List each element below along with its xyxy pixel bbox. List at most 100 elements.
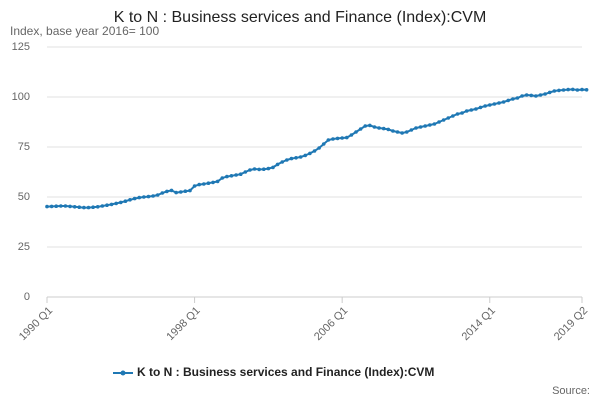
data-point [146,194,151,199]
data-point [460,111,464,115]
data-point [188,188,192,193]
data-point [524,93,529,97]
y-tick-label: 100 [12,91,30,103]
data-point [432,122,437,126]
data-point [354,130,358,134]
data-point [54,204,59,208]
data-point [45,204,49,209]
data-point [317,146,321,150]
data-point [137,195,142,200]
data-point [418,125,423,129]
data-point [174,190,178,195]
data-point [395,130,400,134]
data-point [538,93,543,97]
data-point [312,149,317,153]
data-point [566,87,570,92]
data-point [331,137,335,141]
data-point [381,126,386,131]
data-point [132,196,137,201]
data-point [404,130,409,134]
data-point [570,87,575,92]
source: Source: [552,385,590,397]
data-point [77,205,82,209]
data-point [95,205,100,209]
data-point [183,189,188,193]
data-point [252,167,257,171]
y-tick-label: 75 [18,141,30,153]
data-point [321,142,326,146]
data-point [248,168,252,172]
x-tick-label: 2006 Q1 [312,305,350,343]
data-point [423,124,427,128]
legend-marker [120,370,126,376]
data-point [534,94,538,98]
data-point [441,118,446,122]
data-point [178,190,183,194]
data-point [160,191,165,195]
legend-label: K to N : Business services and Finance (… [137,365,434,379]
data-point [82,205,86,210]
data-point [202,182,206,186]
data-point [63,204,68,208]
data-point [529,93,534,98]
data-point [547,90,552,95]
data-point [557,88,561,93]
data-point [561,88,566,92]
data-point [368,123,372,128]
data-point [105,203,109,207]
y-tick-label: 25 [18,241,30,253]
data-point [511,97,515,101]
chart-subtitle: Index, base year 2016= 100 [10,24,159,38]
data-point [72,205,77,209]
data-point [165,189,169,194]
data-point [220,176,225,180]
data-point [455,112,460,116]
data-point [437,120,441,124]
data-point [515,96,520,100]
data-point [86,205,91,210]
data-point [261,167,266,171]
x-tick-label: 1990 Q1 [17,305,55,343]
data-point [446,116,451,120]
data-point [123,199,128,203]
data-point [451,114,455,118]
data-point [386,127,391,132]
data-point [377,126,381,130]
data-point [49,204,54,209]
data-point [349,133,354,137]
data-point [552,89,557,93]
data-point [142,195,146,199]
data-point [483,104,487,108]
data-point [344,135,349,140]
data-point [271,165,275,170]
data-point [391,129,395,133]
data-point [492,102,497,106]
data-point [543,92,547,96]
data-point [294,156,298,160]
data-point [280,160,285,164]
data-point [128,198,132,202]
data-point [266,166,271,171]
data-point [285,158,289,162]
data-point [151,194,155,198]
data-point [238,172,243,176]
data-point [197,182,201,187]
data-point [243,170,248,174]
data-point [580,87,584,92]
data-point [289,156,294,161]
data-point [211,180,215,185]
data-point [275,162,280,167]
data-point [372,125,377,129]
data-point [501,100,506,104]
x-tick-label: 1998 Q1 [164,305,202,343]
data-point [169,188,174,193]
data-point [487,103,492,107]
data-point [206,181,211,185]
data-point [68,204,72,209]
data-point [59,204,63,208]
data-point [155,193,160,197]
data-point [363,124,368,128]
data-point [409,128,414,132]
data-point [298,155,303,159]
